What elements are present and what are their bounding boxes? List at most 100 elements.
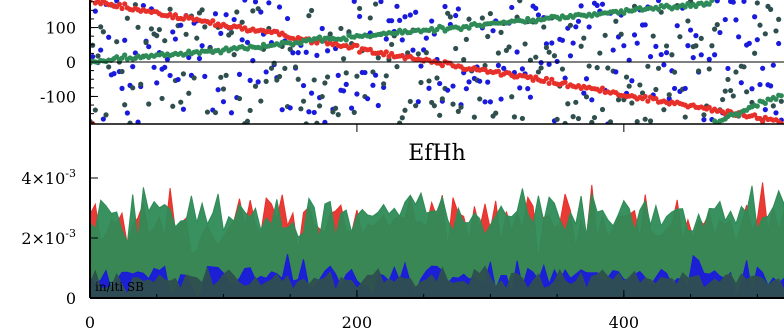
- darkslate-point: [247, 107, 253, 114]
- blue-point: [300, 82, 307, 89]
- darkslate-point: [578, 43, 584, 49]
- darkslate-point: [258, 98, 264, 104]
- blue-point: [343, 81, 349, 87]
- blue-point: [178, 22, 184, 28]
- darkslate-point: [599, 106, 606, 113]
- blue-point: [100, 116, 106, 122]
- blue-point: [362, 69, 368, 76]
- darkslate-point: [744, 89, 750, 95]
- blue-point: [760, 65, 766, 71]
- darkslate-point: [522, 41, 528, 47]
- darkslate-point: [146, 101, 152, 107]
- blue-point: [170, 29, 176, 35]
- darkslate-point: [538, 65, 544, 71]
- darkslate-point: [156, 26, 162, 33]
- red-point: [549, 76, 555, 82]
- darkslate-point: [445, 10, 451, 16]
- blue-point: [263, 69, 269, 75]
- darkslate-point: [340, 56, 347, 62]
- green-point: [709, 0, 715, 4]
- darkslate-point: [373, 1, 379, 7]
- blue-point: [653, 43, 659, 50]
- blue-point: [311, 109, 317, 116]
- darkslate-point: [268, 65, 275, 71]
- darkslate-point: [714, 22, 720, 28]
- darkslate-point: [762, 31, 768, 37]
- blue-point: [231, 16, 237, 23]
- darkslate-point: [669, 52, 675, 58]
- blue-point: [658, 51, 664, 58]
- blue-point: [284, 15, 291, 22]
- blue-point: [228, 110, 235, 116]
- blue-point: [533, 5, 539, 11]
- darkslate-point: [223, 72, 229, 78]
- blue-point: [610, 47, 616, 53]
- blue-point: [151, 64, 157, 70]
- red-point: [116, 1, 122, 7]
- darkslate-point: [180, 71, 187, 77]
- darkslate-point: [447, 14, 453, 20]
- darkslate-point: [725, 76, 731, 83]
- blue-point: [122, 37, 128, 43]
- darkslate-point: [162, 38, 168, 44]
- blue-point: [276, 4, 283, 10]
- annotation-label: in/lti SB: [95, 280, 144, 294]
- darkslate-point: [250, 8, 256, 14]
- darkslate-point: [519, 115, 526, 122]
- blue-point: [306, 109, 312, 115]
- blue-point: [594, 2, 600, 8]
- blue-point: [378, 0, 384, 5]
- blue-point: [383, 36, 389, 42]
- blue-point: [517, 85, 523, 91]
- blue-point: [546, 61, 552, 67]
- darkslate-point: [135, 24, 141, 30]
- darkslate-point: [351, 109, 357, 115]
- blue-point: [589, 97, 595, 103]
- darkslate-point: [586, 63, 592, 69]
- darkslate-point: [607, 119, 614, 124]
- blue-point: [741, 0, 747, 4]
- blue-point: [111, 71, 117, 77]
- green-point: [655, 6, 662, 13]
- darkslate-point: [730, 93, 736, 99]
- darkslate-point: [778, 98, 784, 104]
- blue-point: [671, 85, 678, 92]
- darkslate-point: [154, 33, 160, 39]
- blue-point: [730, 0, 736, 5]
- blue-point: [162, 64, 168, 70]
- darkslate-point: [509, 94, 515, 100]
- blue-point: [687, 27, 694, 33]
- darkslate-point: [602, 32, 608, 38]
- blue-point: [356, 13, 363, 20]
- darkslate-point: [308, 7, 315, 14]
- blue-point: [450, 83, 456, 89]
- darkslate-point: [485, 33, 491, 40]
- red-point: [752, 112, 758, 118]
- darkslate-point: [639, 90, 646, 96]
- darkslate-point: [316, 103, 323, 109]
- blue-point: [487, 99, 493, 105]
- darkslate-point: [399, 115, 405, 121]
- darkslate-point: [453, 45, 459, 52]
- blue-point: [319, 25, 325, 32]
- blue-point: [146, 44, 152, 50]
- blue-point: [324, 48, 331, 54]
- blue-point: [340, 88, 347, 94]
- red-point: [383, 49, 389, 55]
- blue-point: [621, 43, 627, 49]
- darkslate-point: [234, 9, 240, 15]
- blue-point: [223, 12, 229, 18]
- darkslate-point: [354, 73, 360, 79]
- blue-point: [573, 24, 579, 30]
- blue-point: [373, 72, 379, 78]
- darkslate-point: [322, 80, 328, 86]
- blue-point: [322, 119, 328, 124]
- blue-point: [135, 119, 141, 124]
- darkslate-point: [330, 109, 336, 115]
- blue-point: [308, 90, 315, 96]
- blue-point: [370, 82, 376, 88]
- blue-point: [394, 3, 400, 9]
- blue-point: [236, 71, 243, 78]
- darkslate-point: [693, 43, 699, 49]
